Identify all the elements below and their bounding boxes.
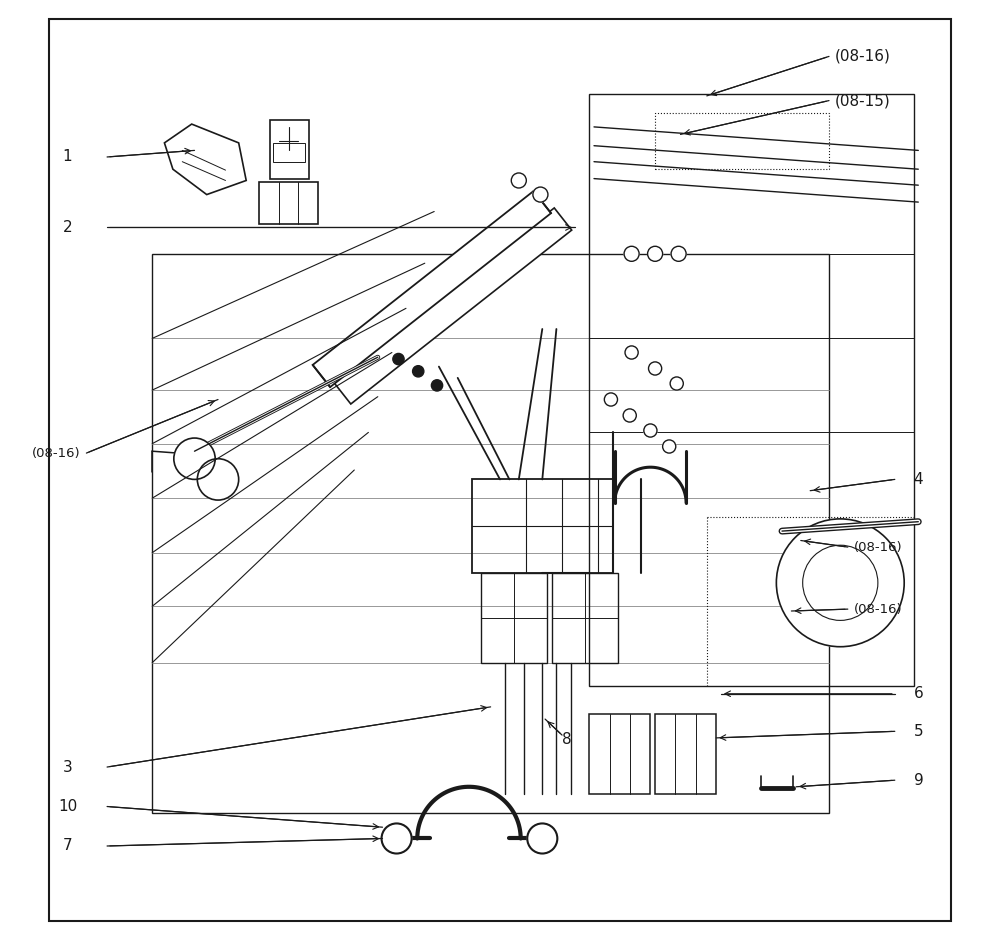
Text: 1: 1	[63, 149, 72, 164]
Bar	[273, 143, 305, 162]
Bar	[270, 120, 309, 179]
Circle shape	[625, 346, 638, 359]
Circle shape	[393, 353, 404, 365]
Text: (08-16): (08-16)	[853, 603, 902, 616]
Circle shape	[527, 823, 557, 854]
Text: 10: 10	[58, 799, 77, 814]
Bar	[655, 113, 829, 169]
Text: (08-16): (08-16)	[853, 540, 902, 554]
Circle shape	[533, 187, 548, 202]
Bar	[655, 714, 716, 794]
Circle shape	[174, 438, 215, 479]
Circle shape	[624, 246, 639, 261]
Circle shape	[604, 393, 618, 406]
Circle shape	[803, 545, 878, 620]
Bar	[481, 573, 547, 663]
Circle shape	[663, 440, 676, 453]
Text: (08-15): (08-15)	[835, 93, 890, 108]
Text: 7: 7	[63, 838, 72, 854]
Circle shape	[511, 173, 526, 188]
Circle shape	[382, 823, 412, 854]
Text: 5: 5	[914, 724, 923, 739]
Circle shape	[431, 380, 443, 391]
Circle shape	[776, 519, 904, 647]
Circle shape	[197, 459, 239, 500]
Text: 6: 6	[914, 686, 923, 701]
Text: 3: 3	[63, 760, 72, 775]
Polygon shape	[313, 191, 551, 387]
Circle shape	[644, 424, 657, 437]
Text: 9: 9	[914, 773, 923, 788]
Circle shape	[648, 246, 663, 261]
Bar	[552, 573, 618, 663]
Text: 4: 4	[914, 472, 923, 487]
Polygon shape	[333, 208, 572, 404]
Text: 2: 2	[63, 220, 72, 235]
Bar	[472, 479, 613, 573]
Polygon shape	[164, 124, 246, 195]
Bar	[152, 254, 829, 813]
Text: 8: 8	[562, 732, 572, 747]
Circle shape	[649, 362, 662, 375]
Circle shape	[623, 409, 636, 422]
Text: (08-16): (08-16)	[835, 49, 891, 64]
Bar	[589, 714, 650, 794]
Circle shape	[670, 377, 683, 390]
Bar	[259, 182, 318, 224]
Circle shape	[671, 246, 686, 261]
Text: (08-16): (08-16)	[32, 446, 81, 460]
Bar	[589, 94, 914, 686]
Circle shape	[413, 366, 424, 377]
